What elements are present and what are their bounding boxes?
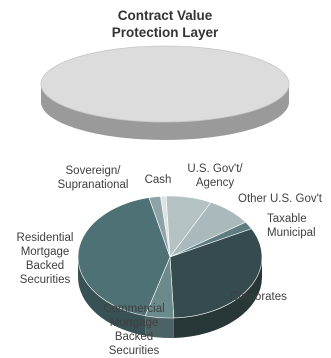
label-commercial-mortgage-backed-securities: Commercial Mortgage Backed Securities (103, 303, 164, 357)
slice-side-corporates (173, 257, 262, 338)
chart-title: Contract Value Protection Layer (112, 8, 219, 40)
label-taxable-municipal: Taxable Municipal (267, 213, 316, 239)
slice-side-residential-mortgage-backed-securities (78, 257, 146, 336)
label-residential-mortgage-backed-securities: Residential Mortgage Backed Securities (17, 232, 74, 286)
label-line: Backed (115, 331, 153, 343)
label-line: Municipal (267, 227, 316, 239)
title-line-2: Protection Layer (112, 25, 219, 40)
slice-sovereign-supranational (148, 196, 171, 258)
top-pie-side (41, 84, 289, 140)
label-line: Backed (26, 260, 64, 272)
title-line-1: Contract Value (118, 8, 213, 23)
label-line: Mortgage (21, 246, 70, 258)
slice-corporates (169, 228, 263, 319)
bottom-pie (77, 195, 263, 338)
label-line: Securities (109, 345, 160, 357)
label-line: U.S. Gov't/ (187, 163, 243, 175)
label-line: Mortgage (110, 317, 159, 329)
slice-residential-mortgage-backed-securities (77, 197, 171, 317)
label-line: Residential (17, 232, 74, 244)
label-line: Other U.S. Gov't (238, 193, 323, 205)
label-line: Corporates (230, 291, 287, 303)
label-line: Commercial (103, 303, 164, 315)
top-pie-slice (40, 45, 290, 123)
label-line: Supranational (58, 179, 129, 191)
label-u-s-gov-t-agency: U.S. Gov't/Agency (187, 163, 243, 189)
label-line: Securities (20, 274, 71, 286)
label-sovereign-supranational: Sovereign/Supranational (58, 165, 129, 191)
slice-side-commercial-mortgage-backed-securities (145, 315, 174, 338)
label-other-u-s-gov-t: Other U.S. Gov't (238, 193, 323, 205)
label-cash: Cash (145, 174, 172, 186)
label-line: Sovereign/ (66, 165, 122, 177)
label-line: Cash (145, 174, 172, 186)
top-pie (40, 45, 290, 140)
label-corporates: Corporates (230, 291, 287, 303)
label-line: Taxable (267, 213, 307, 225)
label-line: Agency (196, 177, 235, 189)
